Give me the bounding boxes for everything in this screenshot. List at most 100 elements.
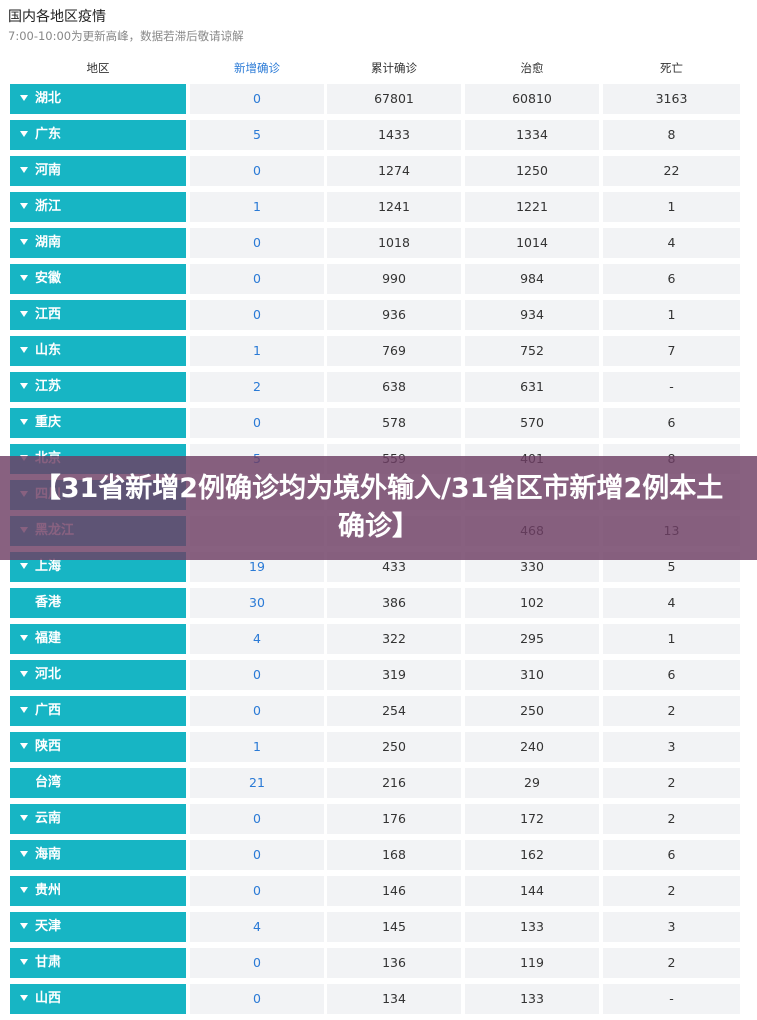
- table-row[interactable]: 甘肃 0 136 119 2: [10, 948, 740, 978]
- expand-triangle-icon[interactable]: [20, 743, 28, 749]
- table-row[interactable]: 湖北 0 67801 60810 3163: [10, 84, 740, 114]
- total-confirmed-cell: 254: [327, 696, 461, 726]
- table-row[interactable]: 天津 4 145 133 3: [10, 912, 740, 942]
- table-row[interactable]: 安徽 0 990 984 6: [10, 264, 740, 294]
- expand-triangle-icon[interactable]: [20, 167, 28, 173]
- cured-cell: 934: [465, 300, 599, 330]
- column-header-new-confirmed[interactable]: 新增确诊: [234, 61, 280, 75]
- region-cell[interactable]: 福建: [10, 624, 186, 654]
- cured-cell: 752: [465, 336, 599, 366]
- region-name: 河北: [35, 667, 62, 682]
- table-row[interactable]: 台湾 21 216 29 2: [10, 768, 740, 798]
- expand-triangle-icon[interactable]: [20, 815, 28, 821]
- deaths-cell: 1: [603, 192, 740, 222]
- new-confirmed-cell: 0: [190, 660, 324, 690]
- region-cell[interactable]: 河南: [10, 156, 186, 186]
- expand-triangle-icon[interactable]: [20, 95, 28, 101]
- table-row[interactable]: 山东 1 769 752 7: [10, 336, 740, 366]
- total-confirmed-cell: 250: [327, 732, 461, 762]
- cured-cell: 295: [465, 624, 599, 654]
- region-name: 安徽: [35, 271, 62, 286]
- deaths-cell: 3163: [603, 84, 740, 114]
- total-confirmed-cell: 1274: [327, 156, 461, 186]
- expand-triangle-icon[interactable]: [20, 239, 28, 245]
- table-row[interactable]: 河北 0 319 310 6: [10, 660, 740, 690]
- table-row[interactable]: 河南 0 1274 1250 22: [10, 156, 740, 186]
- region-cell[interactable]: 香港: [10, 588, 186, 618]
- new-confirmed-cell: 0: [190, 804, 324, 834]
- expand-triangle-icon[interactable]: [20, 131, 28, 137]
- table-row[interactable]: 广西 0 254 250 2: [10, 696, 740, 726]
- table-row[interactable]: 广东 5 1433 1334 8: [10, 120, 740, 150]
- region-cell[interactable]: 海南: [10, 840, 186, 870]
- region-cell[interactable]: 江苏: [10, 372, 186, 402]
- region-name: 贵州: [35, 883, 62, 898]
- expand-triangle-icon[interactable]: [20, 383, 28, 389]
- region-name: 广东: [35, 127, 62, 142]
- cured-cell: 172: [465, 804, 599, 834]
- expand-triangle-icon[interactable]: [20, 959, 28, 965]
- expand-triangle-icon[interactable]: [20, 851, 28, 857]
- region-cell[interactable]: 台湾: [10, 768, 186, 798]
- table-row[interactable]: 陕西 1 250 240 3: [10, 732, 740, 762]
- total-confirmed-cell: 386: [327, 588, 461, 618]
- table-row[interactable]: 江西 0 936 934 1: [10, 300, 740, 330]
- table-row[interactable]: 海南 0 168 162 6: [10, 840, 740, 870]
- expand-triangle-icon[interactable]: [20, 671, 28, 677]
- deaths-cell: 1: [603, 624, 740, 654]
- region-name: 重庆: [35, 415, 62, 430]
- deaths-cell: 4: [603, 588, 740, 618]
- expand-triangle-icon[interactable]: [20, 563, 28, 569]
- region-cell[interactable]: 重庆: [10, 408, 186, 438]
- cured-cell: 1014: [465, 228, 599, 258]
- table-row[interactable]: 云南 0 176 172 2: [10, 804, 740, 834]
- region-name: 山东: [35, 343, 62, 358]
- column-header-deaths[interactable]: 死亡: [660, 61, 683, 75]
- expand-triangle-icon[interactable]: [20, 887, 28, 893]
- expand-triangle-icon[interactable]: [20, 311, 28, 317]
- expand-triangle-icon[interactable]: [20, 923, 28, 929]
- expand-triangle-icon[interactable]: [20, 995, 28, 1001]
- new-confirmed-cell: 4: [190, 624, 324, 654]
- expand-triangle-icon[interactable]: [20, 635, 28, 641]
- table-row[interactable]: 湖南 0 1018 1014 4: [10, 228, 740, 258]
- region-name: 香港: [35, 595, 62, 610]
- region-cell[interactable]: 广东: [10, 120, 186, 150]
- region-cell[interactable]: 广西: [10, 696, 186, 726]
- expand-triangle-icon[interactable]: [20, 707, 28, 713]
- region-cell[interactable]: 河北: [10, 660, 186, 690]
- region-name: 甘肃: [35, 955, 62, 970]
- column-header-cured[interactable]: 治愈: [520, 61, 544, 75]
- region-cell[interactable]: 山西: [10, 984, 186, 1014]
- table-row[interactable]: 贵州 0 146 144 2: [10, 876, 740, 906]
- region-cell[interactable]: 甘肃: [10, 948, 186, 978]
- total-confirmed-cell: 990: [327, 264, 461, 294]
- region-cell[interactable]: 贵州: [10, 876, 186, 906]
- table-row[interactable]: 山西 0 134 133-: [10, 984, 740, 1014]
- table-row[interactable]: 香港 30 386 102 4: [10, 588, 740, 618]
- region-cell[interactable]: 江西: [10, 300, 186, 330]
- table-row[interactable]: 江苏 2 638 631-: [10, 372, 740, 402]
- table-row[interactable]: 福建 4 322 295 1: [10, 624, 740, 654]
- expand-triangle-icon[interactable]: [20, 203, 28, 209]
- expand-triangle-icon[interactable]: [20, 419, 28, 425]
- deaths-cell: 2: [603, 804, 740, 834]
- column-header-total-confirmed[interactable]: 累计确诊: [371, 61, 417, 75]
- new-confirmed-cell: 0: [190, 876, 324, 906]
- table-row[interactable]: 浙江 1 1241 1221 1: [10, 192, 740, 222]
- region-cell[interactable]: 浙江: [10, 192, 186, 222]
- region-cell[interactable]: 湖北: [10, 84, 186, 114]
- region-cell[interactable]: 安徽: [10, 264, 186, 294]
- expand-triangle-icon[interactable]: [20, 347, 28, 353]
- expand-triangle-icon[interactable]: [20, 275, 28, 281]
- region-cell[interactable]: 湖南: [10, 228, 186, 258]
- deaths-cell: 3: [603, 732, 740, 762]
- region-cell[interactable]: 云南: [10, 804, 186, 834]
- table-row[interactable]: 重庆 0 578 570 6: [10, 408, 740, 438]
- update-note: 7:00-10:00为更新高峰，数据若滞后敬请谅解: [8, 29, 244, 43]
- region-name: 广西: [35, 703, 62, 718]
- region-cell[interactable]: 山东: [10, 336, 186, 366]
- region-cell[interactable]: 天津: [10, 912, 186, 942]
- deaths-cell: 6: [603, 660, 740, 690]
- region-cell[interactable]: 陕西: [10, 732, 186, 762]
